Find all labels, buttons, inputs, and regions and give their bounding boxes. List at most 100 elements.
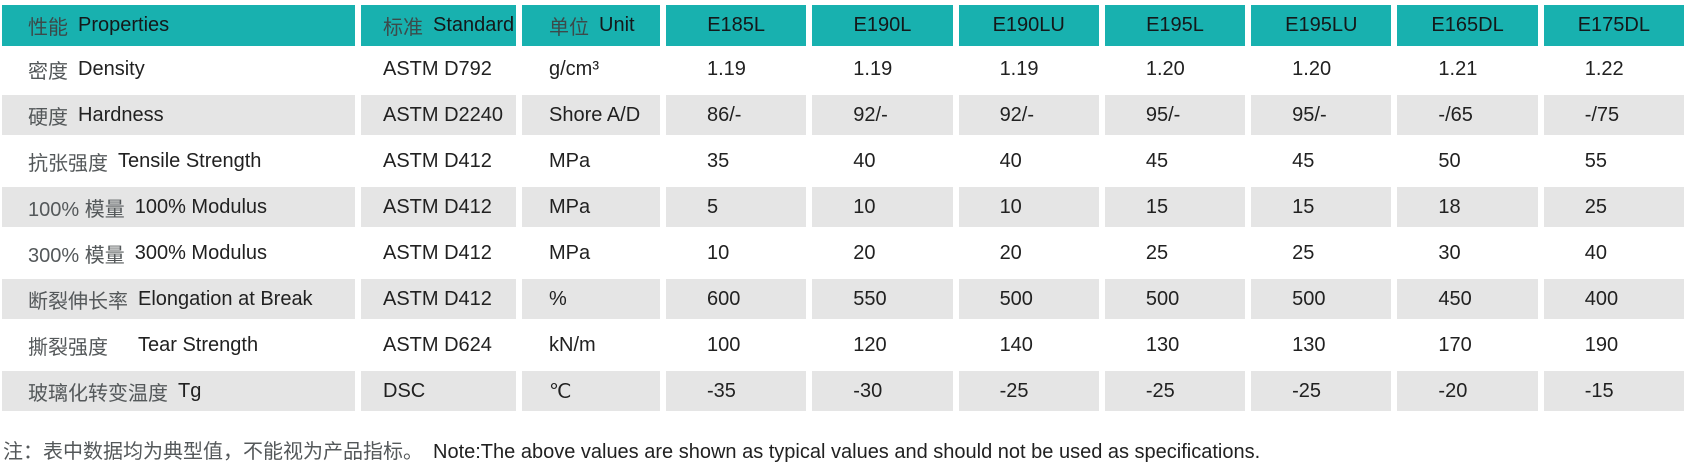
- property-name-zh: 撕裂强度: [28, 336, 128, 359]
- property-name-zh: 玻璃化转变温度: [28, 382, 168, 405]
- header-product-label: E190L: [853, 14, 912, 36]
- value-cell: -35: [666, 368, 807, 414]
- header-product-e165dl: E165DL: [1397, 5, 1538, 46]
- value-cell: 15: [1251, 184, 1392, 230]
- header-unit-en: Unit: [599, 14, 635, 36]
- property-name-zh: 300% 模量: [28, 244, 125, 267]
- value-cell: 500: [1251, 276, 1392, 322]
- header-standard: 标准 Standard: [361, 5, 516, 46]
- header-unit: 单位 Unit: [522, 5, 660, 46]
- standard-cell: ASTM D2240: [361, 92, 516, 138]
- value-cell: 45: [1145, 149, 1169, 172]
- property-name-en: 300% Modulus: [134, 241, 268, 264]
- header-product-e195lu: E195LU: [1251, 5, 1392, 46]
- header-standard-zh: 标准: [383, 17, 423, 39]
- value-cell: 92/-: [958, 92, 1099, 138]
- property-name-cell: 300% 模量 300% Modulus: [2, 230, 355, 276]
- table-row: 100% 模量 100% Modulus ASTM D412 MPa 5 10 10 15 15…: [2, 184, 1684, 230]
- table-row: 抗张强度 Tensile Strength ASTM D412 MPa 35 40 40 45…: [2, 138, 1684, 184]
- property-name-cell: 断裂伸长率 Elongation at Break: [2, 276, 355, 322]
- footnote: 注：表中数据均为典型值，不能视为产品指标。 Note:The above val…: [3, 435, 1687, 464]
- property-name-en: Tg: [178, 379, 202, 402]
- header-unit-zh: 单位: [549, 17, 589, 39]
- value-cell: 25: [1292, 241, 1315, 264]
- value-cell: 92/-: [812, 92, 953, 138]
- value-cell: 1.20: [1292, 57, 1332, 80]
- table-row: 玻璃化转变温度 Tg DSC ℃ -35 -30 -25 -25 -25 -20 -15: [2, 368, 1684, 414]
- property-name-cell: 抗张强度 Tensile Strength: [2, 138, 355, 184]
- property-name-en: Elongation at Break: [138, 287, 313, 310]
- unit-cell: g/cm³: [549, 57, 599, 80]
- table-row: 密度 Density ASTM D792 g/cm³ 1.19 1.19 1.19 1.20 1…: [2, 46, 1684, 92]
- header-properties-zh: 性能: [28, 17, 68, 39]
- table-row: 300% 模量 300% Modulus ASTM D412 MPa 10 20 20 25 2…: [2, 230, 1684, 276]
- footnote-en: Note:The above values are shown as typic…: [433, 441, 1261, 463]
- value-cell: 10: [812, 184, 953, 230]
- value-cell: 1.19: [853, 57, 893, 80]
- value-cell: 35: [707, 149, 730, 172]
- property-name-zh: 断裂伸长率: [28, 290, 128, 313]
- value-cell: 550: [812, 276, 953, 322]
- value-cell: 45: [1292, 149, 1315, 172]
- value-cell: 10: [707, 241, 730, 264]
- value-cell: 40: [1584, 241, 1607, 264]
- value-cell: 170: [1438, 333, 1472, 356]
- unit-cell: kN/m: [549, 333, 596, 356]
- property-name-en: Hardness: [78, 103, 164, 126]
- property-name-en: Density: [78, 57, 145, 80]
- value-cell: -15: [1543, 368, 1684, 414]
- header-product-label: E185L: [707, 14, 766, 36]
- value-cell: 1.20: [1145, 57, 1185, 80]
- value-cell: 140: [999, 333, 1033, 356]
- value-cell: 18: [1397, 184, 1538, 230]
- value-cell: 1.19: [999, 57, 1039, 80]
- header-product-label: E165DL: [1431, 14, 1504, 36]
- property-name-cell: 硬度 Hardness: [2, 92, 355, 138]
- table-row: 断裂伸长率 Elongation at Break ASTM D412% 600 550…: [2, 276, 1684, 322]
- property-name-cell: 玻璃化转变温度 Tg: [2, 368, 355, 414]
- value-cell: 120: [853, 333, 887, 356]
- property-name-en: 100% Modulus: [134, 195, 268, 218]
- value-cell: -/65: [1397, 92, 1538, 138]
- value-cell: 450: [1397, 276, 1538, 322]
- unit-cell: MPa: [549, 241, 591, 264]
- value-cell: 95/-: [1104, 92, 1246, 138]
- value-cell: 40: [853, 149, 876, 172]
- header-row: 性能 Properties 标准 Standard 单位 Unit E185L E…: [2, 5, 1684, 46]
- properties-table: 性能 Properties 标准 Standard 单位 Unit E185L E…: [2, 5, 1684, 414]
- value-cell: 86/-: [666, 92, 807, 138]
- standard-cell: ASTM D412: [383, 149, 492, 172]
- standard-cell: ASTM D792: [383, 57, 492, 80]
- header-standard-en: Standard: [433, 14, 515, 36]
- property-name-zh: 100% 模量: [28, 198, 125, 221]
- value-cell: 400: [1543, 276, 1684, 322]
- unit-cell: MPa: [549, 149, 591, 172]
- value-cell: -20: [1397, 368, 1538, 414]
- value-cell: 25: [1145, 241, 1169, 264]
- value-cell: -25: [958, 368, 1099, 414]
- value-cell: 25: [1543, 184, 1684, 230]
- value-cell: 40: [999, 149, 1022, 172]
- property-name-cell: 100% 模量 100% Modulus: [2, 184, 355, 230]
- value-cell: 600: [666, 276, 807, 322]
- header-product-e175dl: E175DL: [1543, 5, 1684, 46]
- unit-cell: MPa: [522, 184, 660, 230]
- property-name-cell: 密度 Density: [2, 46, 355, 92]
- value-cell: 95/-: [1251, 92, 1392, 138]
- value-cell: -30: [812, 368, 953, 414]
- value-cell: 20: [999, 241, 1022, 264]
- value-cell: 15: [1104, 184, 1246, 230]
- property-name-cell: 撕裂强度 Tear Strength: [2, 322, 355, 368]
- value-cell: 500: [1104, 276, 1246, 322]
- property-name-zh: 硬度: [28, 106, 68, 129]
- standard-cell: ASTM D624: [383, 333, 492, 356]
- value-cell: 20: [853, 241, 876, 264]
- value-cell: 1.22: [1584, 57, 1624, 80]
- value-cell: 130: [1145, 333, 1180, 356]
- header-product-label: E195L: [1146, 14, 1204, 36]
- standard-cell: ASTM D412: [361, 184, 516, 230]
- standard-cell: ASTM D412: [361, 276, 516, 322]
- header-properties: 性能 Properties: [2, 5, 355, 46]
- unit-cell: ℃: [522, 368, 660, 414]
- header-product-e195l: E195L: [1104, 5, 1246, 46]
